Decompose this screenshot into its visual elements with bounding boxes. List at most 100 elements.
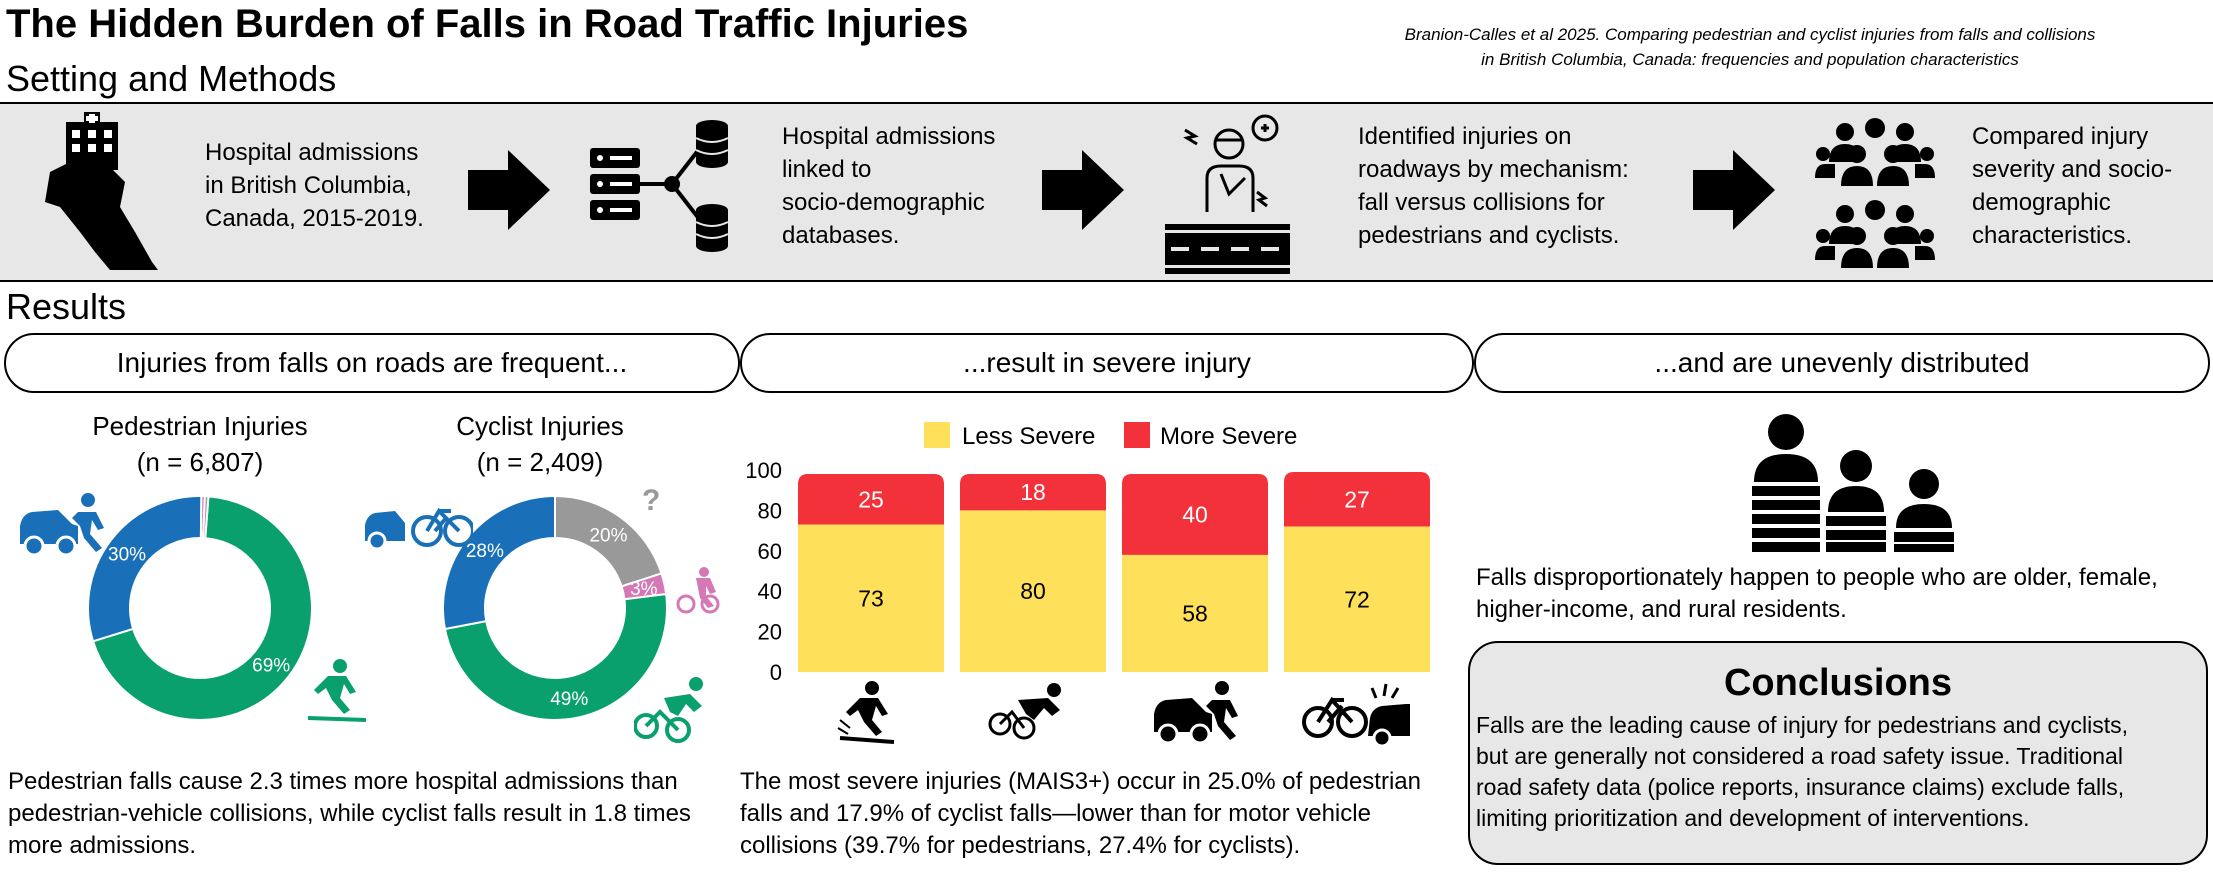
donut-segment bbox=[620, 572, 668, 601]
arrow-icon bbox=[1693, 150, 1775, 230]
bar-marks: 73 25 80 18 58 40 72 27 bbox=[798, 472, 1430, 672]
pedestrian-donut-chart: 69% 30% bbox=[87, 494, 313, 721]
conclusions-line: but are generally not considered a road … bbox=[1476, 743, 2123, 769]
database-link-icon bbox=[590, 120, 729, 252]
caption-line: Pedestrian falls cause 2.3 times more ho… bbox=[8, 768, 678, 795]
severity-bar-chart: Less Severe More Severe 0 20 40 60 80 100 73 2… bbox=[745, 422, 1430, 685]
donut-segment bbox=[202, 495, 210, 540]
caption-line: more admissions. bbox=[8, 832, 197, 859]
bar-value-label: 58 bbox=[1182, 600, 1208, 626]
caption-line: falls and 17.9% of cyclist falls—lower t… bbox=[740, 800, 1371, 827]
donut-label: 30% bbox=[108, 545, 146, 566]
donut-segment bbox=[87, 495, 203, 643]
population-groups-icon bbox=[1815, 118, 1935, 268]
y-tick-label: 80 bbox=[758, 498, 782, 523]
caption-line: higher-income, and rural residents. bbox=[1476, 596, 1847, 623]
bar-less-severe bbox=[1284, 526, 1430, 672]
citation: Branion-Calles et al 2025. Comparing ped… bbox=[1290, 22, 2210, 72]
results-pill-distribution: ...and are unevenly distributed bbox=[1474, 333, 2210, 393]
method-step-line: Canada, 2015-2019. bbox=[205, 205, 424, 232]
bar-value-label: 27 bbox=[1344, 486, 1370, 512]
bar-more-severe bbox=[798, 474, 944, 525]
pedestrian-vehicle-collision-icon bbox=[20, 493, 104, 557]
method-step-2-text: Hospital admissions linked to socio-demo… bbox=[782, 120, 995, 252]
hospital-map-icon bbox=[45, 112, 158, 270]
results-pill-severity: ...result in severe injury bbox=[740, 333, 1474, 393]
method-step-1-text: Hospital admissions in British Columbia,… bbox=[205, 136, 424, 235]
donut-segments bbox=[87, 494, 313, 721]
donut-labels: 49% 28% 20% 3% bbox=[466, 525, 658, 710]
bar-value-label: 73 bbox=[858, 585, 884, 611]
y-tick-label: 100 bbox=[745, 458, 782, 483]
method-step-line: databases. bbox=[782, 222, 900, 249]
pedestrian-fall-icon bbox=[308, 659, 366, 722]
page-title: The Hidden Burden of Falls in Road Traff… bbox=[6, 2, 969, 46]
method-step-line: demographic bbox=[1972, 189, 2111, 216]
citation-line: Branion-Calles et al 2025. Comparing ped… bbox=[1404, 25, 2096, 44]
donut-segment bbox=[442, 494, 556, 631]
conclusions-line: Falls are the leading cause of injury fo… bbox=[1476, 712, 2128, 738]
bar-more-severe bbox=[1284, 472, 1430, 527]
y-axis: 0 20 40 60 80 100 bbox=[745, 458, 782, 685]
donut-label: 49% bbox=[550, 689, 588, 710]
population-distribution-icon bbox=[1752, 414, 1954, 552]
donut-label: 28% bbox=[466, 541, 504, 562]
donut-label: 3% bbox=[630, 579, 658, 600]
legend-label-more-severe: More Severe bbox=[1160, 423, 1297, 450]
bar-more-severe bbox=[1122, 474, 1268, 555]
cyclist-fall-icon bbox=[634, 677, 703, 743]
chart-title: Pedestrian Injuries bbox=[92, 411, 308, 441]
chart-subtitle: (n = 2,409) bbox=[476, 447, 604, 477]
caption-line: Falls disproportionately happen to peopl… bbox=[1476, 564, 2158, 591]
y-tick-label: 40 bbox=[758, 579, 782, 604]
bar-value-label: 80 bbox=[1020, 578, 1046, 604]
chart-title: Cyclist Injuries bbox=[456, 411, 624, 441]
methods-heading: Setting and Methods bbox=[6, 58, 337, 99]
pedestrian-chart-title: Pedestrian Injuries (n = 6,807) bbox=[50, 408, 350, 480]
arrow-icon bbox=[1042, 150, 1124, 230]
severity-caption: The most severe injuries (MAIS3+) occur … bbox=[740, 766, 1421, 862]
pedestrian-vehicle-collision-icon bbox=[1154, 681, 1238, 745]
method-step-line: linked to bbox=[782, 156, 872, 183]
method-step-line: Compared injury bbox=[1972, 123, 2149, 150]
y-tick-label: 0 bbox=[770, 660, 782, 685]
pedestrian-fall-icon bbox=[837, 681, 895, 744]
cyclist-fall-icon bbox=[988, 683, 1061, 740]
y-tick-label: 60 bbox=[758, 539, 782, 564]
legend-swatch-less-severe bbox=[924, 422, 950, 448]
donut-label: 69% bbox=[252, 656, 290, 677]
method-step-3-text: Identified injuries on roadways by mecha… bbox=[1358, 120, 1629, 252]
bar-less-severe bbox=[1122, 554, 1268, 672]
cyclist-vehicle-collision-icon bbox=[365, 507, 473, 551]
bar-value-label: 18 bbox=[1020, 479, 1046, 505]
cyclist-donut-chart: 49% 28% 20% 3% bbox=[442, 494, 668, 722]
bar-less-severe bbox=[960, 510, 1106, 672]
bar-more-severe bbox=[960, 474, 1106, 511]
method-step-line: pedestrians and cyclists. bbox=[1358, 222, 1620, 249]
bar-value-label: 72 bbox=[1344, 586, 1370, 612]
method-step-line: characteristics. bbox=[1972, 222, 2133, 249]
cyclist-chart-title: Cyclist Injuries (n = 2,409) bbox=[390, 408, 690, 480]
method-step-line: Hospital admissions bbox=[205, 139, 419, 166]
conclusions-box bbox=[1468, 641, 2208, 865]
method-step-line: socio-demographic bbox=[782, 189, 985, 216]
method-step-4-text: Compared injury severity and socio- demo… bbox=[1972, 120, 2172, 252]
cyclist-vehicle-collision-icon bbox=[1302, 683, 1410, 746]
bar-less-severe bbox=[798, 524, 944, 672]
method-step-line: severity and socio- bbox=[1972, 156, 2173, 183]
method-step-line: Identified injuries on bbox=[1358, 123, 1572, 150]
arrow-icon bbox=[468, 150, 550, 230]
chart-legend: Less Severe More Severe bbox=[924, 422, 1297, 450]
citation-line: in British Columbia, Canada: frequencies… bbox=[1481, 50, 2019, 69]
y-tick-label: 20 bbox=[758, 620, 782, 645]
conclusions-text: Falls are the leading cause of injury fo… bbox=[1476, 710, 2206, 834]
cyclist-pedestrian-icon bbox=[676, 567, 720, 614]
method-step-line: fall versus collisions for bbox=[1358, 189, 1605, 216]
bar-value-label: 25 bbox=[858, 486, 884, 512]
caption-line: pedestrian-vehicle collisions, while cyc… bbox=[8, 800, 691, 827]
conclusions-title: Conclusions bbox=[1723, 662, 1953, 704]
legend-label-less-severe: Less Severe bbox=[962, 423, 1095, 450]
donut-segments bbox=[442, 494, 668, 722]
method-step-line: roadways by mechanism: bbox=[1358, 156, 1629, 183]
legend-swatch-more-severe bbox=[1124, 422, 1150, 448]
